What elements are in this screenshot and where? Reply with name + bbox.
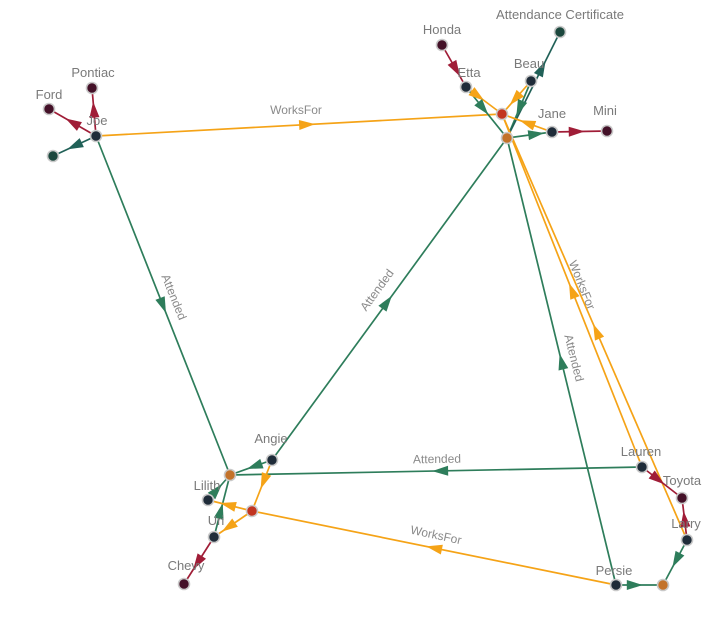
edge-label-lauren-event-b: Attended (413, 452, 461, 467)
node-label-toyota: Toyota (663, 473, 702, 488)
node-label-uri: Uri (208, 513, 225, 528)
node-label-etta: Etta (457, 65, 481, 80)
edge-arrow-joe-company-a (298, 120, 316, 130)
edge-arrow-lauren-toyota (648, 470, 665, 485)
edge-arrow-beau-company-a (509, 89, 525, 106)
node-event-b[interactable] (223, 468, 237, 482)
edge-arrow-angie-company-b (260, 472, 272, 489)
edge-arrow-joe-event-b (155, 296, 166, 313)
edge-arrow-persie-company-b (426, 544, 443, 555)
edge-label-joe-company-a: WorksFor (270, 103, 322, 117)
edge-arrow-jane-company-a (519, 120, 537, 131)
edge-arrow-company-b-lilith (220, 502, 237, 512)
node-label-angie: Angie (254, 431, 287, 446)
node-company-b[interactable] (245, 504, 259, 518)
edge-arrow-event-a-attendance-certificate (533, 60, 546, 78)
node-ford[interactable] (42, 102, 56, 116)
node-larry[interactable] (680, 533, 694, 547)
edge-arrow-honda-etta (447, 59, 460, 77)
edge-arrow-persie-event-c (626, 580, 643, 590)
node-label-mini: Mini (593, 103, 617, 118)
edge-label-persie-company-b: WorksFor (409, 523, 463, 547)
node-label-joe: Joe (87, 113, 108, 128)
edge-arrow-larry-toyota (680, 511, 691, 528)
edge-arrow-event-a-jane (527, 130, 545, 141)
edge-arrow-uri-chevy (193, 553, 207, 570)
node-label-lauren: Lauren (621, 444, 661, 459)
edge-arrow-larry-company-a (593, 323, 605, 341)
edge-arrow-angie-event-a (378, 295, 392, 312)
node-beau[interactable] (524, 74, 538, 88)
node-label-larry: Larry (671, 516, 701, 531)
edge-arrow-lauren-company-a (569, 283, 580, 300)
edge-label-angie-event-a: Attended (357, 266, 397, 313)
node-label-attendance-certificate: Attendance Certificate (496, 7, 624, 22)
node-attendance-certificate[interactable] (553, 25, 567, 39)
edge-arrow-company-b-uri (221, 518, 238, 532)
edge-arrow-joe-pontiac (89, 101, 100, 118)
node-event-c[interactable] (656, 578, 670, 592)
node-toyota[interactable] (675, 491, 689, 505)
edge-arrow-etta-company-a (468, 87, 485, 101)
edge-arrow-uri-event-b (213, 503, 224, 520)
edge-arrow-angie-event-b (246, 458, 264, 469)
edge-arrow-joe-certificate-1 (67, 138, 84, 150)
node-company-a[interactable] (495, 107, 509, 121)
node-label-chevy: Chevy (168, 558, 205, 573)
node-event-a[interactable] (500, 131, 514, 145)
node-label-jane: Jane (538, 106, 566, 121)
edge-arrow-beau-event-a (516, 99, 528, 116)
node-honda[interactable] (435, 38, 449, 52)
node-label-persie: Persie (596, 563, 633, 578)
node-etta[interactable] (459, 80, 473, 94)
node-persie[interactable] (609, 578, 623, 592)
node-uri[interactable] (207, 530, 221, 544)
edge-arrow-larry-event-c (672, 550, 685, 568)
edge-arrow-joe-ford (65, 118, 82, 131)
edge-arrow-jane-mini (568, 126, 585, 137)
edge-arrow-persie-event-a (558, 353, 569, 371)
node-mini[interactable] (600, 124, 614, 138)
node-joe[interactable] (89, 129, 103, 143)
node-label-beau: Beau (514, 56, 544, 71)
node-lilith[interactable] (201, 493, 215, 507)
node-label-ford: Ford (36, 87, 63, 102)
node-jane[interactable] (545, 125, 559, 139)
node-label-honda: Honda (423, 22, 462, 37)
node-pontiac[interactable] (85, 81, 99, 95)
edge-arrow-etta-event-a (474, 99, 489, 115)
node-lauren[interactable] (635, 460, 649, 474)
node-label-lilith: Lilith (194, 478, 221, 493)
node-angie[interactable] (265, 453, 279, 467)
edge-joe-company-a[interactable] (95, 113, 503, 137)
node-chevy[interactable] (177, 577, 191, 591)
edge-arrow-lauren-event-b (432, 465, 449, 476)
node-label-pontiac: Pontiac (71, 65, 115, 80)
node-certificate-1[interactable] (46, 149, 60, 163)
